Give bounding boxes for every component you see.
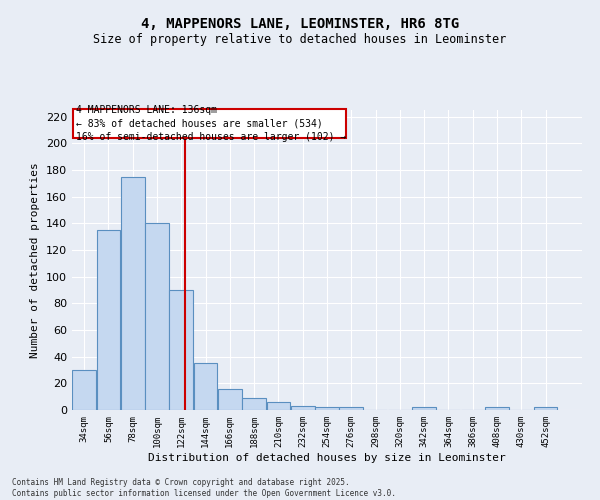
Bar: [315, 408, 339, 410]
Bar: [97, 230, 120, 410]
Text: Contains HM Land Registry data © Crown copyright and database right 2025.
Contai: Contains HM Land Registry data © Crown c…: [12, 478, 396, 498]
Bar: [194, 364, 217, 410]
Bar: [340, 408, 363, 410]
FancyBboxPatch shape: [73, 108, 346, 138]
Y-axis label: Number of detached properties: Number of detached properties: [31, 162, 40, 358]
Bar: [534, 408, 557, 410]
Bar: [266, 402, 290, 410]
Text: Size of property relative to detached houses in Leominster: Size of property relative to detached ho…: [94, 32, 506, 46]
Text: 4, MAPPENORS LANE, LEOMINSTER, HR6 8TG: 4, MAPPENORS LANE, LEOMINSTER, HR6 8TG: [141, 18, 459, 32]
Bar: [145, 224, 169, 410]
Bar: [218, 388, 242, 410]
Bar: [72, 370, 96, 410]
Bar: [485, 408, 509, 410]
Bar: [242, 398, 266, 410]
Bar: [412, 408, 436, 410]
Text: 4 MAPPENORS LANE: 136sqm
← 83% of detached houses are smaller (534)
16% of semi-: 4 MAPPENORS LANE: 136sqm ← 83% of detach…: [76, 105, 346, 142]
X-axis label: Distribution of detached houses by size in Leominster: Distribution of detached houses by size …: [148, 452, 506, 462]
Bar: [169, 290, 193, 410]
Bar: [121, 176, 145, 410]
Bar: [291, 406, 314, 410]
